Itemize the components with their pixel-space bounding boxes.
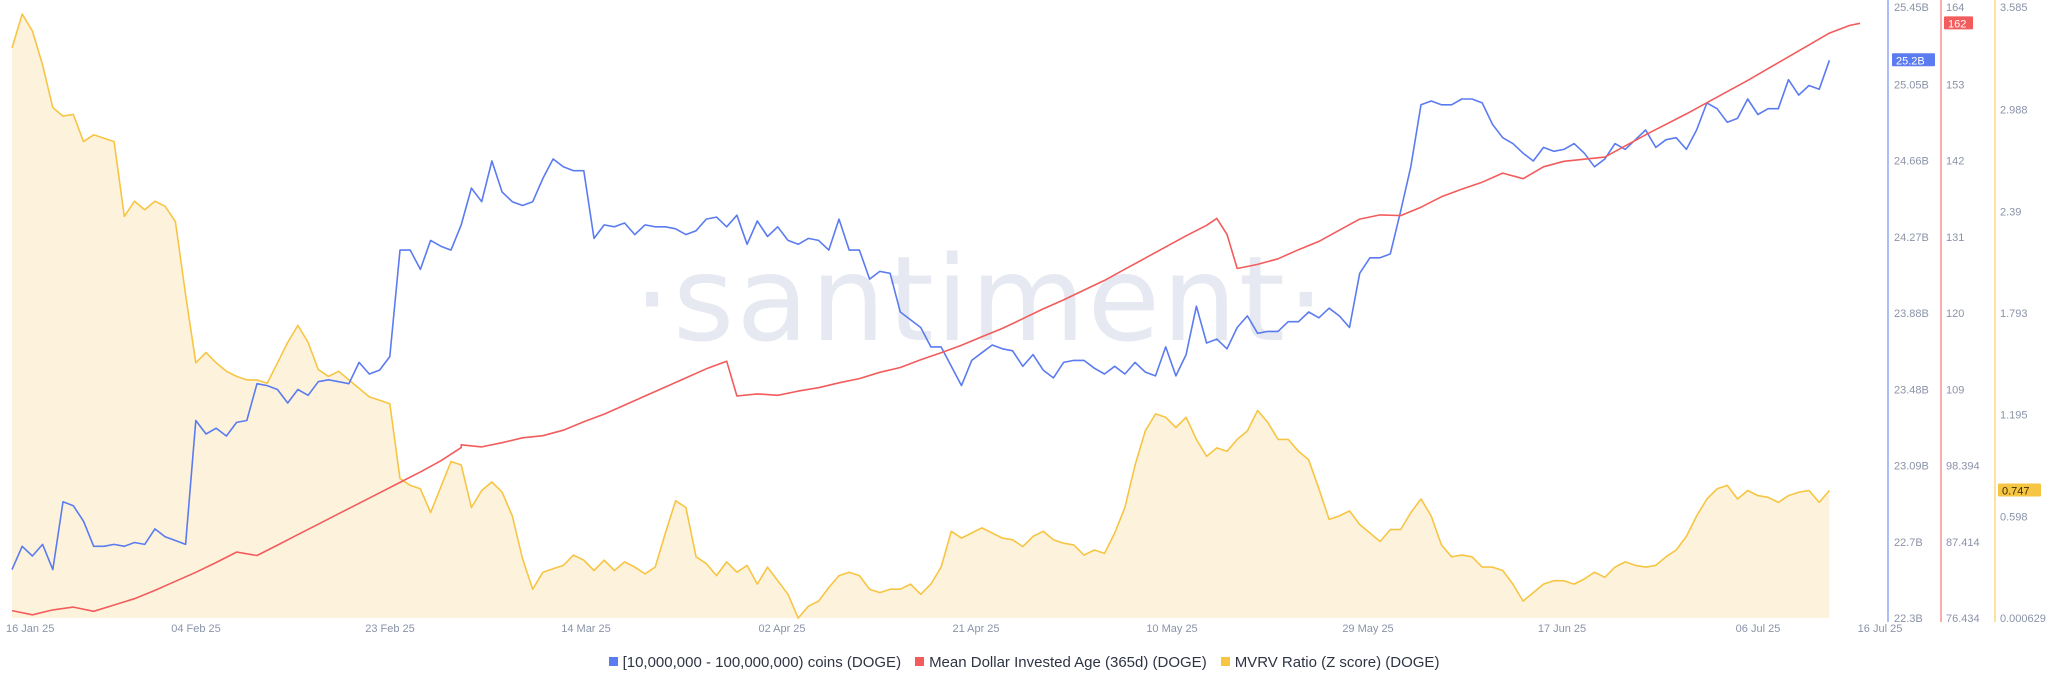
holders-axis-tick: 25.05B: [1894, 79, 1929, 91]
legend-item-holders[interactable]: [10,000,000 - 100,000,000) coins (DOGE): [608, 654, 902, 671]
mvrv-current-value: 0.747: [2002, 485, 2030, 497]
chart-legend: [10,000,000 - 100,000,000) coins (DOGE) M…: [0, 654, 2048, 671]
legend-item-mvrv[interactable]: MVRV Ratio (Z score) (DOGE): [1220, 654, 1440, 671]
age-axis-tick: 142: [1946, 156, 1964, 168]
x-axis-tick: 17 Jun 25: [1538, 623, 1586, 635]
x-axis-tick: 04 Feb 25: [171, 623, 221, 635]
age-axis-tick: 131: [1946, 232, 1964, 244]
x-axis-tick: 14 Mar 25: [561, 623, 611, 635]
mvrv-axis-tick: 2.988: [2000, 105, 2028, 117]
age-axis-tick: 76.434: [1946, 613, 1980, 625]
x-axis-tick: 23 Feb 25: [365, 623, 415, 635]
mvrv-area-fill: [12, 14, 1830, 619]
mvrv-axis-tick: 1.793: [2000, 308, 2028, 320]
holders-current-badge: [1892, 53, 1935, 67]
holders-axis-tick: 24.66B: [1894, 156, 1929, 168]
mvrv-series-line: [11, 13, 1831, 619]
legend-swatch: [915, 657, 925, 666]
legend-item-mdia[interactable]: Mean Dollar Invested Age (365d) (DOGE): [915, 654, 1207, 671]
x-axis-tick: 16 Jan 25: [6, 623, 54, 635]
age-axis-tick: 164: [1946, 2, 1964, 14]
x-axis-tick: 29 May 25: [1342, 623, 1393, 635]
santiment-watermark: ·santiment·: [633, 230, 1326, 368]
legend-swatch: [1220, 657, 1230, 666]
holders-series-line: [11, 60, 1831, 571]
mvrv-axis-tick: 1.195: [2000, 410, 2028, 422]
age-axis-tick: 153: [1946, 79, 1964, 91]
legend-label: MVRV Ratio (Z score) (DOGE): [1234, 654, 1440, 671]
age-current-value: 162: [1948, 18, 1966, 30]
holders-current-value: 25.2B: [1896, 55, 1925, 67]
holders-axis-tick: 25.45B: [1894, 2, 1929, 14]
mvrv-axis-tick: 0.598: [2000, 511, 2028, 523]
holders-axis-tick: 23.48B: [1894, 384, 1929, 396]
age-axis-tick: 120: [1946, 308, 1964, 320]
holders-axis-tick: 23.09B: [1894, 461, 1929, 473]
x-axis-tick: 02 Apr 25: [758, 623, 805, 635]
legend-label: [10,000,000 - 100,000,000) coins (DOGE): [622, 654, 902, 671]
holders-axis-tick: 23.88B: [1894, 308, 1929, 320]
holders-axis-tick: 24.27B: [1894, 232, 1929, 244]
holders-axis-tick: 22.7B: [1894, 537, 1923, 549]
age-current-badge: [1944, 16, 1973, 30]
age-axis-tick: 98.394: [1946, 461, 1980, 473]
x-axis-tick: 06 Jul 25: [1736, 623, 1781, 635]
x-axis-tick: 21 Apr 25: [952, 623, 999, 635]
mvrv-current-badge: [1998, 483, 2041, 497]
x-axis-tick: 10 May 25: [1146, 623, 1197, 635]
x-axis-tick: 16 Jul 25: [1858, 623, 1903, 635]
age-axis-tick: 87.414: [1946, 537, 1980, 549]
mvrv-axis-tick: 2.39: [2000, 206, 2021, 218]
age-axis-tick: 109: [1946, 384, 1964, 396]
legend-label: Mean Dollar Invested Age (365d) (DOGE): [929, 654, 1207, 671]
holders-axis-tick: 22.3B: [1894, 613, 1923, 625]
mdia-series-line: [11, 22, 1861, 616]
mvrv-axis-tick: 3.585: [2000, 2, 2028, 14]
legend-swatch: [608, 657, 618, 666]
mvrv-axis-tick: 0.000629: [2000, 613, 2046, 625]
